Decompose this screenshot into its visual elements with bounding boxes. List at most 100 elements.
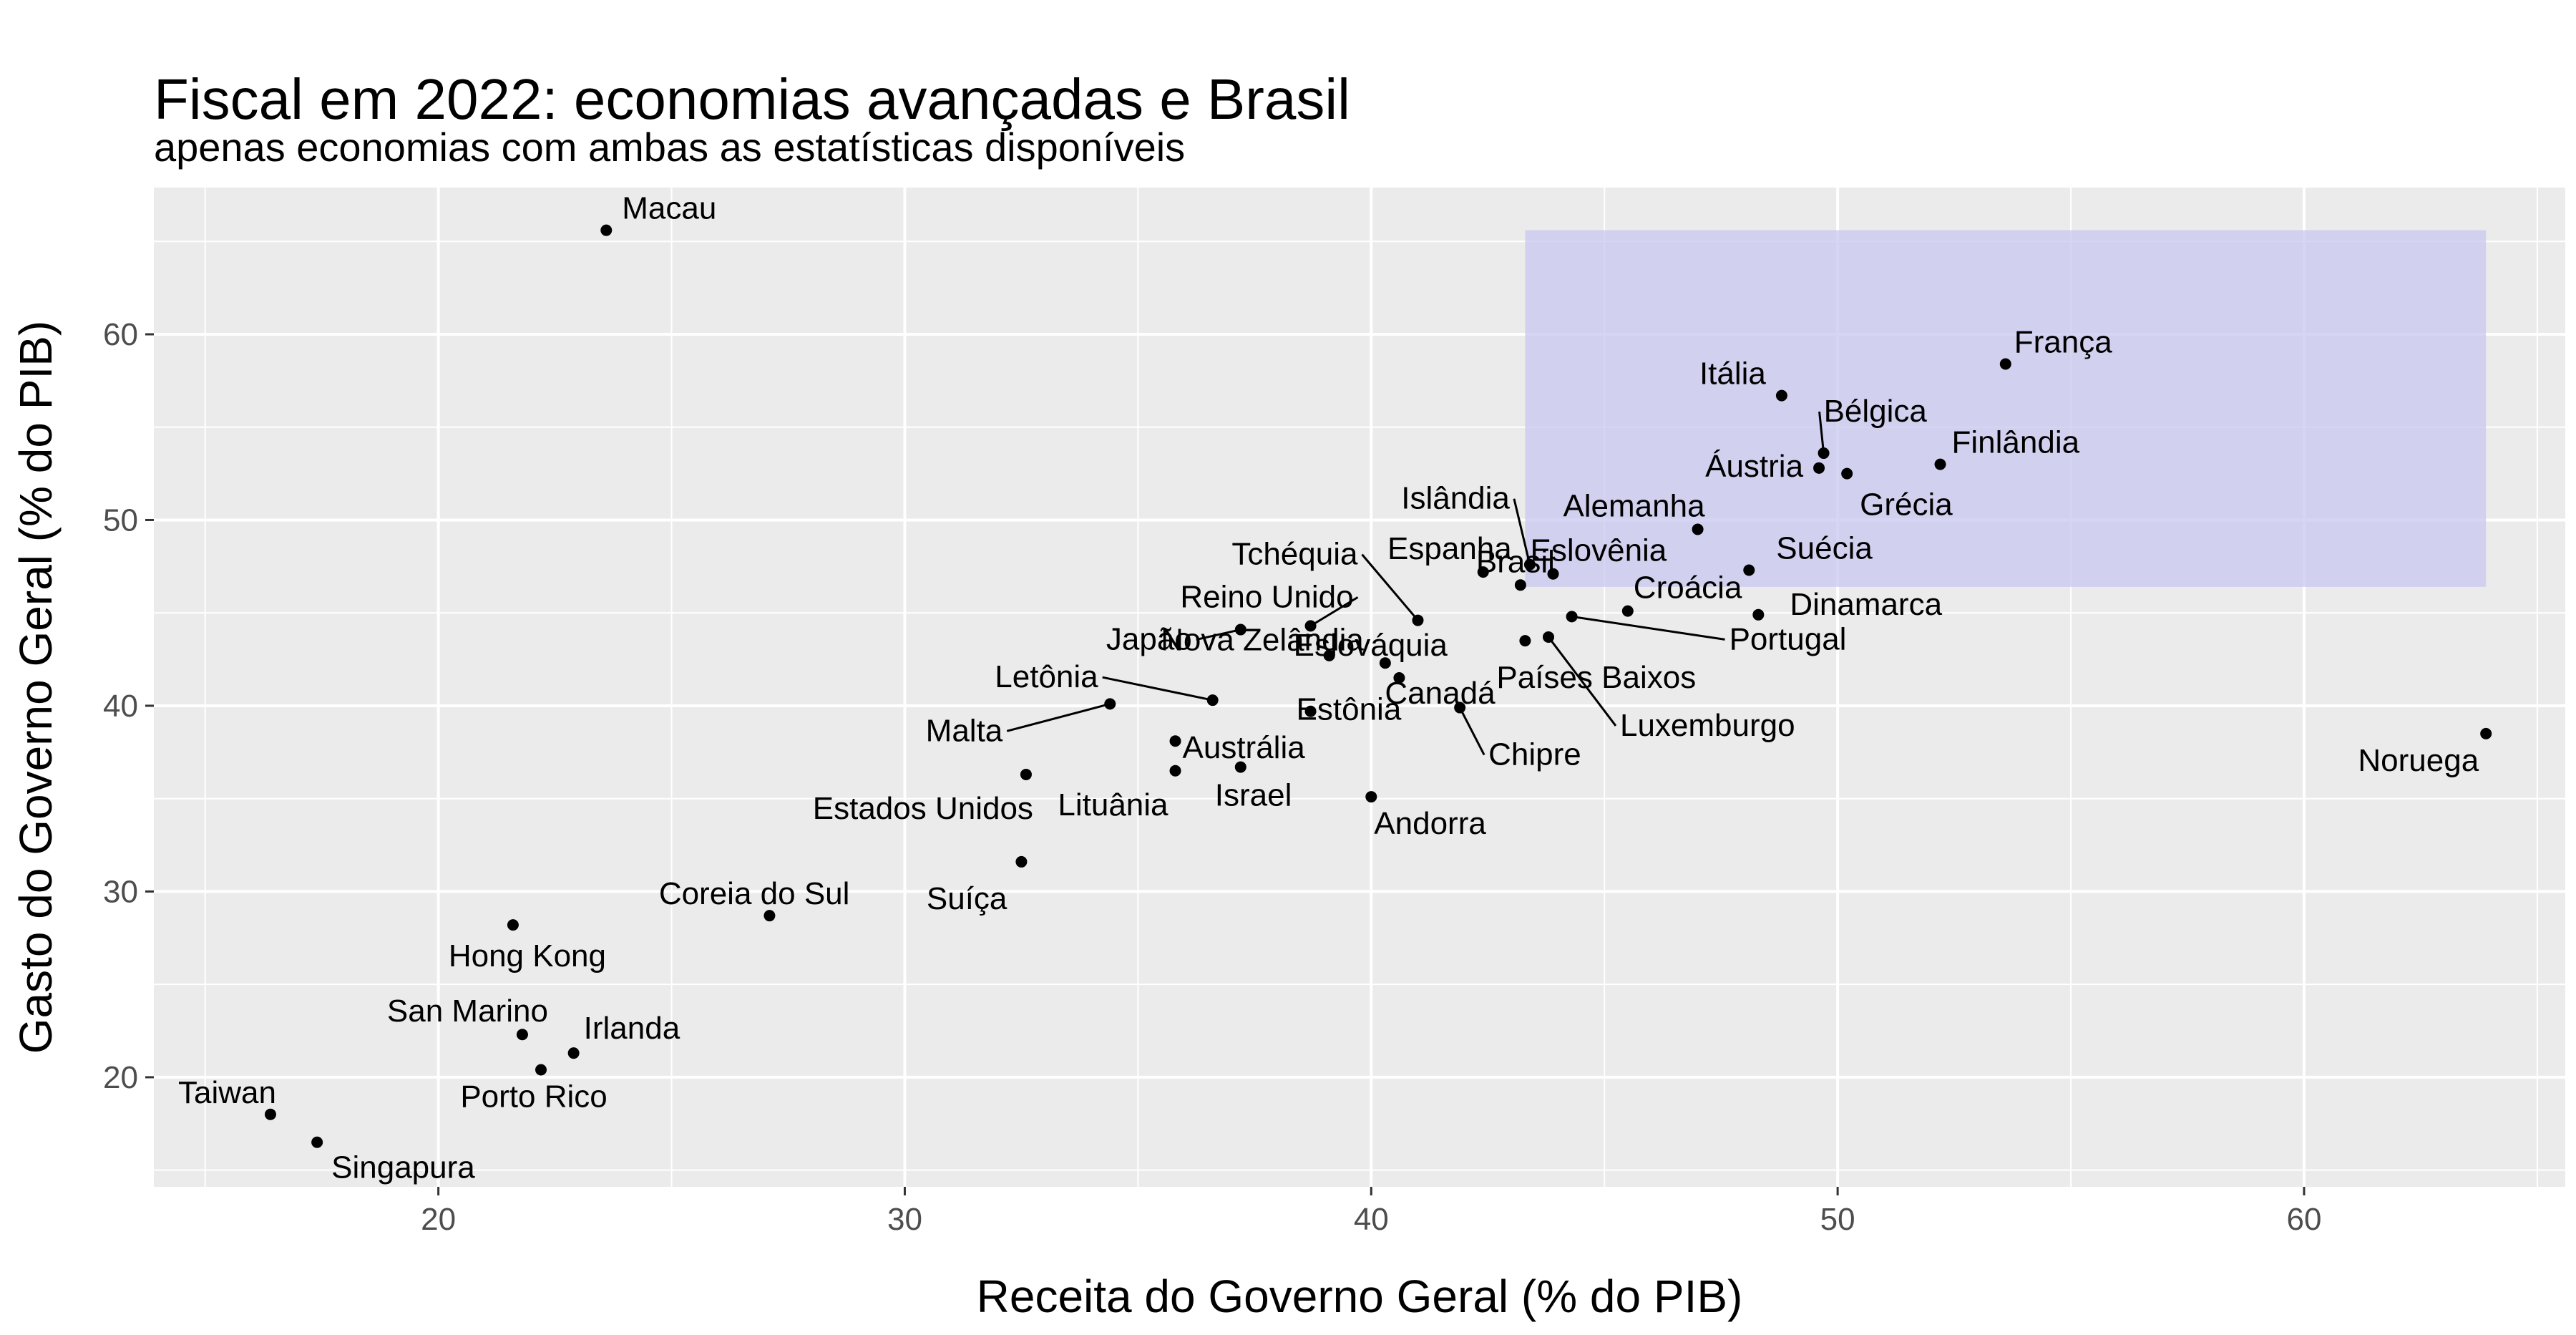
point-estados-unidos [1020,768,1032,780]
chart-subtitle: apenas economias com ambas as estatístic… [154,125,1185,170]
label-tchequia: Tchéquia [1231,537,1358,572]
label-andorra: Andorra [1374,806,1486,841]
point-estonia [1304,705,1317,717]
leader-tchequia [1361,553,1419,621]
y-axis-title: Gasto do Governo Geral (% do PIB) [10,321,62,1054]
point-reino-unido [1304,620,1317,632]
y-tick-label: 50 [103,503,138,538]
label-paises-baixos: Países Baixos [1496,660,1696,695]
label-franca: França [2014,325,2112,360]
label-italia: Itália [1699,356,1766,392]
label-chipre: Chipre [1488,737,1581,772]
label-malta: Malta [926,713,1003,748]
label-israel: Israel [1215,778,1292,813]
label-japao: Japão [1106,622,1192,657]
label-taiwan: Taiwan [178,1075,276,1110]
leader-belgica [1818,411,1825,454]
point-tchequia [1412,614,1424,626]
point-nova-zelandia [1379,657,1391,669]
point-portugal [1566,611,1578,623]
label-hong-kong: Hong Kong [449,938,606,974]
point-malta [1104,698,1116,710]
y-tick-label: 20 [103,1060,138,1095]
leader-islandia [1513,498,1531,565]
point-japao [1234,623,1246,636]
leader-reino-unido [1309,596,1359,627]
point-croacia [1621,605,1634,617]
label-letonia: Letônia [995,659,1098,694]
point-andorra [1365,791,1377,803]
point-coreia-do-sul [763,910,776,922]
x-tick-label: 20 [421,1202,456,1237]
label-lituania: Lituânia [1058,787,1169,822]
label-san-marino: San Marino [387,994,548,1029]
leader-luxemburgo [1547,636,1617,727]
label-finlandia: Finlândia [1952,425,2080,460]
point-finlandia [1934,458,1946,470]
label-porto-rico: Porto Rico [460,1079,607,1115]
leader-chipre [1458,707,1485,756]
point-belgica [1818,447,1830,460]
label-dinamarca: Dinamarca [1790,587,1942,622]
point-suecia [1743,564,1755,576]
leader-portugal [1571,615,1725,641]
point-paises-baixos [1519,635,1531,647]
label-espanha: Espanha [1387,531,1512,566]
point-eslovenia [1547,568,1559,580]
y-tick-label: 30 [103,874,138,909]
label-austria: Áustria [1705,449,1803,484]
x-tick-label: 60 [2286,1202,2321,1237]
point-israel [1234,761,1246,773]
point-brasil [1514,579,1526,591]
label-estonia: Estônia [1297,692,1402,727]
point-eslovaquia [1323,649,1335,661]
label-singapura: Singapura [331,1150,475,1185]
label-australia: Austrália [1183,730,1306,765]
label-nova-zelandia: Nova Zelândia [1161,622,1364,657]
y-tick-label: 40 [103,689,138,724]
point-italia [1775,389,1787,402]
data-points [264,224,2492,1148]
label-irlanda: Irlanda [584,1011,680,1046]
label-grecia: Grécia [1860,487,1953,523]
point-taiwan [264,1108,276,1120]
point-hong-kong [507,919,519,931]
point-austria [1813,462,1825,474]
label-luxemburgo: Luxemburgo [1620,708,1795,743]
highlight-region [1525,230,2487,587]
point-grecia [1841,467,1853,480]
point-letonia [1206,694,1219,707]
x-axis-title: Receita do Governo Geral (% do PIB) [977,1271,1743,1322]
label-belgica: Bélgica [1824,394,1928,429]
label-reino-unido: Reino Unido [1180,579,1353,614]
label-portugal: Portugal [1729,621,1847,656]
point-chipre [1454,702,1466,714]
label-brasil: Brasil [1476,544,1555,579]
point-porto-rico [535,1064,547,1076]
label-leaders [1006,411,1825,756]
point-singapura [311,1136,323,1148]
chart-title: Fiscal em 2022: economias avançadas e Br… [154,67,1350,131]
label-coreia-do-sul: Coreia do Sul [659,876,850,911]
point-lituania [1169,764,1181,777]
point-canada [1393,672,1405,684]
label-islandia: Islândia [1401,481,1510,516]
point-alemanha [1692,523,1704,535]
point-franca [1999,358,2011,370]
point-australia [1169,735,1181,747]
point-suica [1015,855,1028,868]
label-croacia: Croácia [1634,571,1742,606]
point-labels: Macau França Itália Bélgica Áustria Grécia Fin… [178,191,2479,1185]
y-tick-label: 60 [103,317,138,352]
axis-ticks: 20 30 40 50 60 20 30 40 50 60 [103,317,2321,1237]
label-eslovaquia: Eslováquia [1294,628,1448,663]
x-tick-label: 50 [1820,1202,1855,1237]
label-suica: Suíça [927,881,1008,916]
x-tick-label: 30 [887,1202,922,1237]
label-alemanha: Alemanha [1563,488,1705,523]
point-san-marino [516,1029,528,1041]
point-dinamarca [1752,608,1765,621]
x-tick-label: 40 [1354,1202,1389,1237]
